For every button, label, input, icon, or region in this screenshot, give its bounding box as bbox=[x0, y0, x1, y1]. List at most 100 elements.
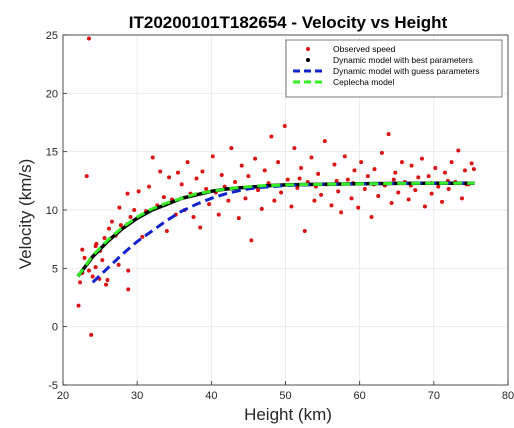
observed-point bbox=[426, 174, 431, 179]
observed-point bbox=[433, 166, 438, 170]
observed-point bbox=[219, 173, 224, 177]
observed-point bbox=[93, 244, 98, 249]
observed-point bbox=[128, 215, 133, 219]
observed-point bbox=[469, 161, 474, 166]
observed-point bbox=[356, 205, 361, 210]
observed-point bbox=[292, 146, 297, 151]
legend-observed-label: Observed speed bbox=[333, 44, 396, 54]
observed-point bbox=[302, 229, 307, 233]
observed-point bbox=[140, 234, 145, 239]
observed-point bbox=[391, 177, 396, 182]
observed-point bbox=[334, 178, 339, 183]
observed-point bbox=[409, 163, 414, 168]
legend-observed-marker bbox=[306, 47, 310, 51]
observed-point bbox=[339, 210, 344, 215]
observed-point bbox=[309, 155, 314, 160]
observed-point bbox=[285, 177, 290, 182]
observed-point bbox=[419, 156, 424, 161]
observed-point bbox=[204, 187, 209, 191]
x-tick-label: 80 bbox=[502, 390, 514, 402]
observed-point bbox=[117, 205, 122, 210]
x-tick-label: 20 bbox=[57, 390, 69, 402]
observed-point bbox=[253, 156, 258, 161]
legend-guess-label: Dynamic model with guess parameters bbox=[333, 66, 479, 76]
observed-point bbox=[239, 163, 244, 168]
observed-point bbox=[406, 197, 411, 202]
observed-point bbox=[362, 187, 367, 191]
observed-point bbox=[100, 258, 105, 263]
y-tick-label: -5 bbox=[48, 380, 58, 392]
observed-point bbox=[319, 192, 324, 197]
y-tick-label: 20 bbox=[46, 88, 58, 100]
observed-point bbox=[164, 229, 169, 233]
observed-point bbox=[365, 174, 370, 179]
observed-point bbox=[369, 215, 374, 219]
observed-point bbox=[299, 166, 304, 170]
legend-best-label: Dynamic model with best parameters bbox=[333, 55, 473, 65]
observed-point bbox=[185, 160, 190, 165]
observed-point bbox=[125, 191, 130, 196]
observed-point bbox=[167, 175, 172, 180]
observed-point bbox=[76, 303, 81, 308]
observed-point bbox=[436, 184, 441, 189]
legend: Observed speed Dynamic model with best p… bbox=[285, 39, 503, 98]
observed-point bbox=[86, 36, 91, 41]
observed-point bbox=[104, 282, 109, 287]
observed-point bbox=[118, 223, 123, 228]
x-tick-label: 70 bbox=[428, 390, 440, 402]
observed-point bbox=[399, 160, 404, 165]
observed-point bbox=[116, 262, 121, 267]
observed-point bbox=[332, 162, 337, 167]
observed-point bbox=[256, 188, 261, 193]
observed-point bbox=[150, 155, 155, 160]
observed-point bbox=[342, 154, 347, 159]
observed-point bbox=[259, 206, 264, 211]
observed-point bbox=[216, 212, 221, 217]
observed-point bbox=[233, 180, 238, 184]
observed-point bbox=[126, 287, 131, 292]
observed-point bbox=[93, 265, 98, 270]
observed-point bbox=[393, 170, 398, 175]
observed-point bbox=[161, 195, 166, 200]
observed-point bbox=[386, 132, 391, 137]
observed-point bbox=[276, 160, 281, 165]
observed-point bbox=[389, 201, 394, 205]
x-tick-label: 60 bbox=[354, 390, 366, 402]
observed-point bbox=[207, 202, 212, 207]
observed-point bbox=[86, 268, 91, 273]
observed-point bbox=[456, 148, 461, 153]
observed-point bbox=[416, 175, 421, 180]
observed-point bbox=[460, 196, 465, 201]
y-tick-label: 0 bbox=[52, 322, 58, 334]
observed-point bbox=[82, 255, 87, 260]
observed-point bbox=[102, 236, 107, 240]
observed-point bbox=[316, 171, 321, 176]
observed-point bbox=[336, 189, 341, 194]
x-tick-label: 40 bbox=[205, 390, 217, 402]
observed-point bbox=[282, 124, 287, 128]
observed-point bbox=[262, 168, 267, 173]
observed-point bbox=[349, 196, 354, 201]
observed-point bbox=[322, 139, 327, 144]
observed-point bbox=[462, 168, 467, 173]
observed-point bbox=[352, 168, 357, 173]
observed-point bbox=[359, 160, 364, 165]
observed-point bbox=[136, 189, 141, 194]
observed-point bbox=[471, 167, 476, 172]
observed-point bbox=[158, 169, 163, 174]
observed-point bbox=[210, 154, 215, 159]
ceplecha-curve bbox=[76, 181, 475, 278]
y-tick-label: 5 bbox=[52, 263, 58, 275]
observed-point bbox=[272, 198, 277, 203]
observed-point bbox=[147, 184, 152, 189]
observed-point bbox=[413, 188, 418, 193]
observed-point bbox=[345, 177, 350, 182]
observed-point bbox=[132, 208, 137, 212]
legend-box bbox=[285, 39, 503, 98]
model-curves bbox=[76, 181, 475, 284]
observed-point bbox=[105, 278, 110, 282]
observed-point bbox=[446, 187, 451, 191]
observed-point bbox=[269, 134, 274, 139]
y-tick-label: 10 bbox=[46, 205, 58, 217]
